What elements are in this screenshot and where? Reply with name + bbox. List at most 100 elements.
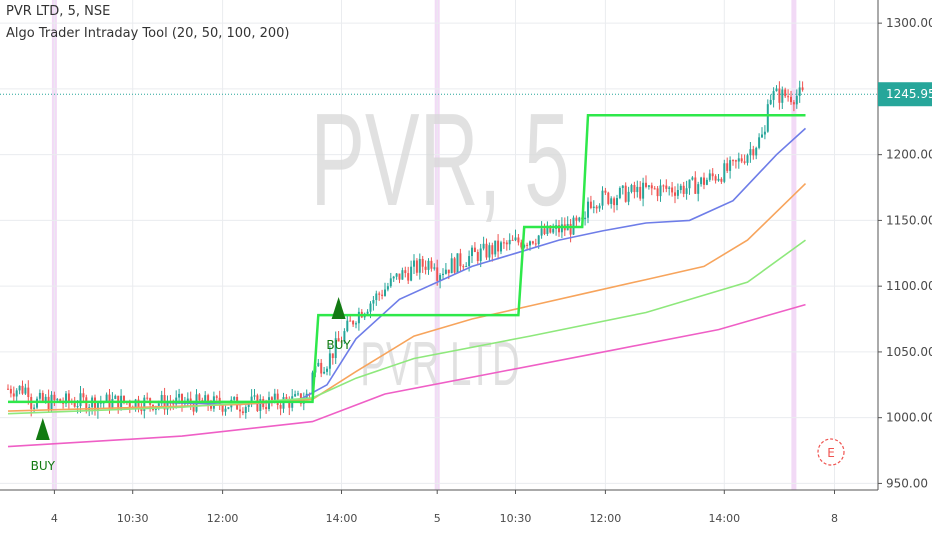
candle-body <box>546 225 549 234</box>
candle-body <box>346 320 349 332</box>
candle-body <box>595 206 598 209</box>
series-line <box>7 239 806 415</box>
x-tick-label: 5 <box>434 512 441 525</box>
candle-body <box>247 404 250 407</box>
candle-body <box>465 266 468 268</box>
candle-body <box>798 87 801 96</box>
candle-body <box>642 182 645 199</box>
candle-body <box>285 397 288 400</box>
candle-body <box>224 408 227 412</box>
candle-body <box>160 395 163 404</box>
candle-body <box>76 406 79 408</box>
candle-body <box>7 388 9 390</box>
earnings-icon <box>817 438 845 466</box>
candle-body <box>9 388 12 394</box>
candle-body <box>743 161 746 163</box>
candle-body <box>755 147 758 156</box>
candle-body <box>453 258 456 273</box>
candle-body <box>766 104 769 132</box>
candle-body <box>659 185 662 197</box>
candle-body <box>320 362 323 374</box>
candle-body <box>27 387 30 398</box>
candle-body <box>459 253 462 267</box>
candle-body <box>685 188 688 194</box>
candle-body <box>549 225 552 233</box>
candle-body <box>47 396 50 410</box>
candle-body <box>511 239 514 241</box>
y-tick-label: 1000.00 <box>886 411 932 425</box>
candle-body <box>384 289 386 296</box>
candle-body <box>331 353 334 359</box>
candle-body <box>587 201 589 218</box>
indicator-title[interactable]: Algo Trader Intraday Tool (20, 50, 100, … <box>6 26 290 41</box>
y-tick-label: 1050.00 <box>886 345 932 359</box>
candle-body <box>442 273 444 276</box>
candle-body <box>734 160 737 162</box>
candle-body <box>769 99 772 105</box>
candle-body <box>447 269 450 274</box>
candle-body <box>491 245 494 255</box>
candle-body <box>439 275 442 281</box>
candle-body <box>514 237 517 241</box>
candle-body <box>85 397 88 411</box>
candle-body <box>482 243 485 249</box>
candle-body <box>523 244 526 248</box>
candle-body <box>578 217 581 221</box>
x-tick-label: 8 <box>831 512 838 525</box>
x-tick-label: 4 <box>51 512 58 525</box>
candle-body <box>708 173 711 180</box>
candle-body <box>505 242 508 245</box>
candle-body <box>407 273 410 281</box>
candle-body <box>386 286 389 290</box>
candle-body <box>82 393 85 398</box>
candle-body <box>589 201 592 208</box>
candle-body <box>334 338 337 359</box>
candle-body <box>688 179 691 189</box>
candle-body <box>355 323 357 325</box>
candle-body <box>317 362 320 367</box>
candle-body <box>146 397 149 399</box>
candle-body <box>186 398 189 403</box>
series-line <box>7 303 806 448</box>
candle-body <box>630 185 633 192</box>
candle-body <box>697 184 700 194</box>
candle-body <box>430 260 433 269</box>
candle-body <box>705 179 708 185</box>
candle-body <box>540 228 543 236</box>
candle-body <box>143 397 146 412</box>
candle-body <box>613 198 616 206</box>
candle-body <box>746 155 749 163</box>
candle-body <box>349 320 352 322</box>
candle-body <box>427 260 430 270</box>
symbol-title[interactable]: PVR LTD, 5, NSE <box>6 4 111 19</box>
candle-body <box>157 403 160 406</box>
candle-body <box>792 102 795 105</box>
candle-body <box>328 353 331 369</box>
candle-body <box>357 311 360 324</box>
x-tick-label: 12:00 <box>207 512 239 525</box>
candle-body <box>618 188 621 199</box>
candle-body <box>378 293 381 295</box>
candle-body <box>15 390 18 397</box>
candle-body <box>485 243 488 258</box>
y-tick-label: 1200.00 <box>886 148 932 162</box>
candle-body <box>204 395 207 404</box>
candle-body <box>381 294 384 296</box>
candle-body <box>395 273 398 277</box>
x-tick-label: 10:30 <box>500 512 532 525</box>
candle-body <box>520 242 523 248</box>
candle-body <box>647 185 650 187</box>
candle-body <box>207 395 210 406</box>
candle-body <box>531 241 534 244</box>
candle-body <box>787 96 790 98</box>
candle-body <box>526 244 529 246</box>
candle-body <box>462 266 465 268</box>
candle-body <box>239 409 241 412</box>
buy-arrow-icon <box>35 418 50 441</box>
series-line <box>7 183 807 412</box>
candle-body <box>366 311 369 314</box>
candle-body <box>598 205 601 209</box>
candle-body <box>192 404 195 412</box>
